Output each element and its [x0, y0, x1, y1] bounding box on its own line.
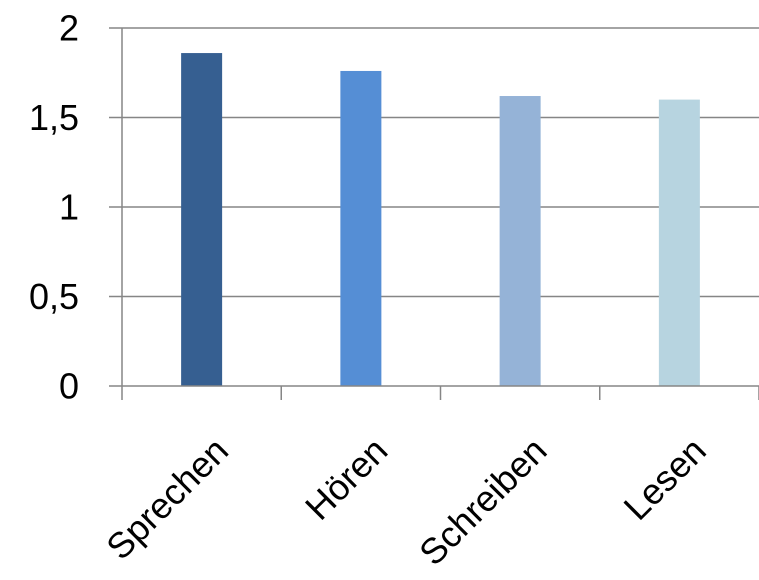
axes [121, 28, 759, 400]
bar-schreiben [499, 96, 541, 387]
bar-sprechen [181, 53, 223, 387]
bar-lesen [658, 99, 700, 386]
ytick-label-0: 0 [59, 366, 79, 407]
ytick-label-1: 0,5 [29, 276, 79, 317]
ytick-label-2: 1 [59, 187, 79, 228]
ytick-label-4: 2 [59, 8, 79, 49]
ytick-label-3: 1,5 [29, 97, 79, 138]
category-label-2: Schreiben [411, 430, 555, 574]
bars [181, 53, 700, 387]
bar-hören [340, 70, 382, 387]
category-label-1: Hören [297, 430, 395, 528]
category-label-3: Lesen [616, 430, 714, 528]
category-label-0: Sprechen [98, 430, 236, 568]
